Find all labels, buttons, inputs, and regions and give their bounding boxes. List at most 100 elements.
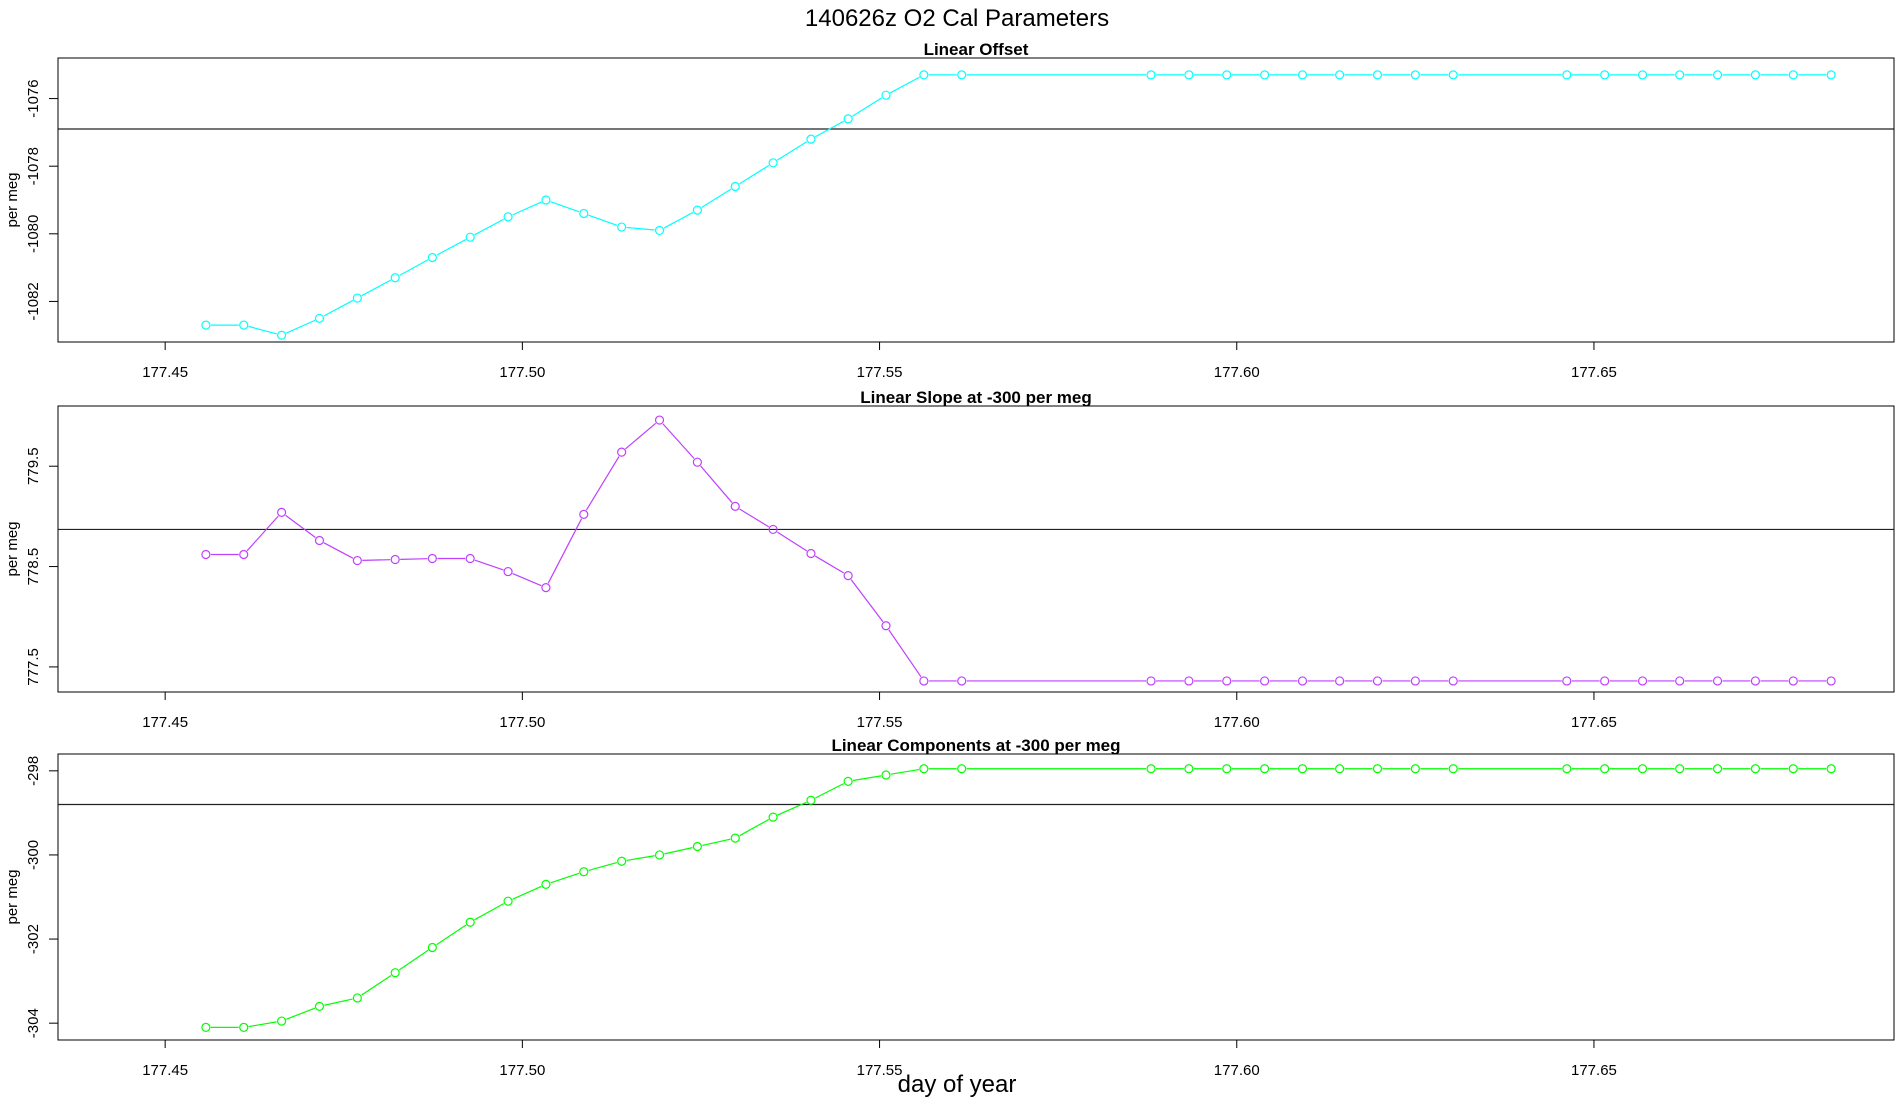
x-tick-label: 177.55 (857, 1062, 903, 1079)
series-segment (474, 903, 504, 921)
data-point (843, 570, 853, 581)
data-point (768, 812, 778, 822)
series-segment (890, 768, 920, 775)
data-point (1372, 70, 1383, 80)
data-point (1750, 676, 1761, 686)
data-point (1562, 676, 1572, 686)
series-segment (662, 423, 695, 459)
data-point (1410, 70, 1420, 80)
panels: Linear Offset per meg -1076 -1078 -1080 -1082… (4, 40, 1895, 1079)
series-segment (474, 559, 504, 571)
series-segment (585, 456, 620, 511)
y-tick-label: -298 (25, 756, 42, 786)
series-segment (777, 141, 808, 161)
series-segment (890, 76, 920, 94)
series-segment (436, 924, 467, 946)
data-point (1637, 70, 1648, 80)
series-segment (399, 259, 429, 276)
data-point (843, 114, 853, 124)
x-tick-label: 177.65 (1571, 1062, 1617, 1079)
y-axis-label: per meg (4, 869, 21, 924)
data-point (617, 447, 627, 457)
data-point (654, 225, 665, 236)
x-tick-label: 177.55 (857, 714, 903, 731)
data-point (1448, 764, 1458, 774)
x-tick-label: 177.60 (1214, 714, 1260, 731)
x-tick-label: 177.50 (499, 1062, 545, 1079)
y-tick-label: 778.5 (25, 548, 42, 586)
data-point (390, 968, 400, 978)
data-point (957, 764, 967, 774)
data-point (1600, 764, 1610, 774)
data-point (503, 212, 513, 222)
series-segment (285, 514, 316, 538)
series-segment (248, 1021, 277, 1028)
data-point (806, 795, 816, 805)
series-segment (324, 998, 353, 1006)
data-point (541, 195, 551, 205)
data-point (579, 867, 589, 877)
x-tick-label: 177.45 (142, 714, 188, 731)
x-tick-label: 177.60 (1214, 1062, 1260, 1079)
series-segment (739, 164, 770, 185)
series-segment (361, 279, 392, 297)
data-point (1750, 70, 1761, 80)
y-tick-label: -1080 (25, 215, 42, 253)
data-point (730, 833, 740, 843)
data-point (1826, 764, 1836, 774)
data-point (1410, 764, 1420, 774)
data-point (617, 222, 627, 232)
data-point (427, 553, 437, 564)
y-tick-label: -1078 (25, 147, 42, 185)
data-point (579, 208, 589, 219)
data-point (1788, 70, 1798, 80)
x-tick-label: 177.45 (142, 364, 188, 381)
data-point (1184, 676, 1194, 686)
series-segment (815, 783, 844, 799)
series-segment (701, 188, 732, 209)
data-point (352, 293, 362, 303)
data-point (1675, 70, 1685, 80)
data-point (919, 764, 929, 774)
y-tick-label: 777.5 (25, 648, 42, 686)
data-point (541, 583, 551, 593)
data-point (1637, 764, 1648, 774)
data-point (1184, 70, 1194, 80)
data-point (352, 993, 362, 1003)
data-point (1146, 676, 1156, 686)
data-point (654, 850, 665, 860)
data-point (730, 501, 740, 511)
series-segment (285, 319, 316, 334)
figure-title: 140626z O2 Cal Parameters (805, 5, 1109, 32)
data-point (277, 507, 287, 517)
data-point (881, 90, 891, 100)
y-tick-label: 779.5 (25, 447, 42, 485)
series-segment (512, 885, 542, 900)
data-point (1788, 764, 1798, 774)
panel-title: Linear Offset (924, 40, 1029, 59)
plot-frame (57, 753, 1895, 1041)
x-tick-label: 177.65 (1571, 364, 1617, 381)
data-point (1750, 764, 1761, 774)
data-point (1448, 676, 1458, 686)
plot-frame (57, 405, 1895, 693)
x-tick-label: 177.50 (499, 714, 545, 731)
data-point (277, 330, 287, 340)
data-point (957, 676, 967, 686)
data-point (881, 770, 891, 780)
data-point (1712, 764, 1723, 774)
data-point (1675, 764, 1685, 774)
data-point (201, 320, 211, 330)
data-point (239, 549, 249, 560)
data-point (881, 621, 891, 631)
data-point (503, 896, 513, 906)
series-segment (852, 775, 882, 782)
data-point (314, 313, 325, 323)
series-segment (888, 629, 922, 678)
data-point (201, 549, 211, 560)
data-point (1410, 676, 1420, 686)
series-segment (663, 211, 694, 229)
series-segment (362, 559, 391, 562)
data-point (1675, 676, 1685, 686)
data-point (314, 1001, 325, 1011)
